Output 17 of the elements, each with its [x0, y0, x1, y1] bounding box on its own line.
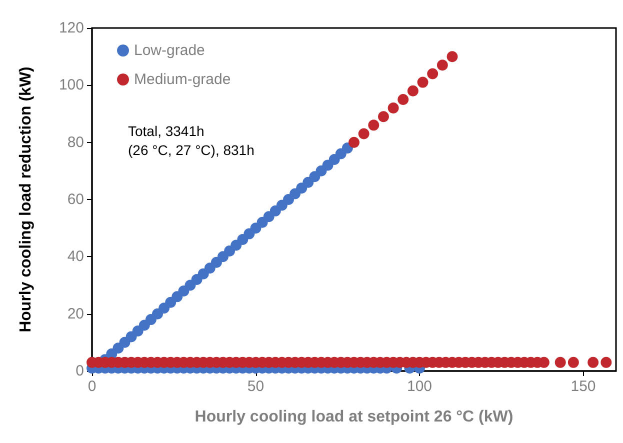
x-tick-label: 0	[88, 378, 96, 395]
y-tick-label: 100	[58, 76, 84, 94]
y-tick-label: 120	[58, 20, 84, 36]
y-tick-label: 20	[67, 305, 84, 322]
x-axis-title: Hourly cooling load at setpoint 26 °C (kW)	[194, 408, 514, 426]
y-tick-label: 60	[67, 191, 84, 208]
legend-label: Medium-grade	[134, 71, 231, 88]
y-tick-label: 80	[67, 134, 84, 151]
x-tick-label: 50	[247, 378, 264, 395]
annotation: (26 °C, 27 °C), 831h	[128, 142, 254, 158]
y-tick-label: 40	[67, 248, 84, 266]
legend-label: Low-grade	[134, 42, 205, 59]
annotation: Total, 3341h	[128, 123, 204, 139]
x-tick-label: 100	[406, 378, 432, 395]
x-tick-label: 150	[570, 378, 596, 395]
y-axis-title: Hourly cooling load reduction (kW)	[18, 66, 34, 332]
y-tick-label: 0	[76, 362, 84, 380]
